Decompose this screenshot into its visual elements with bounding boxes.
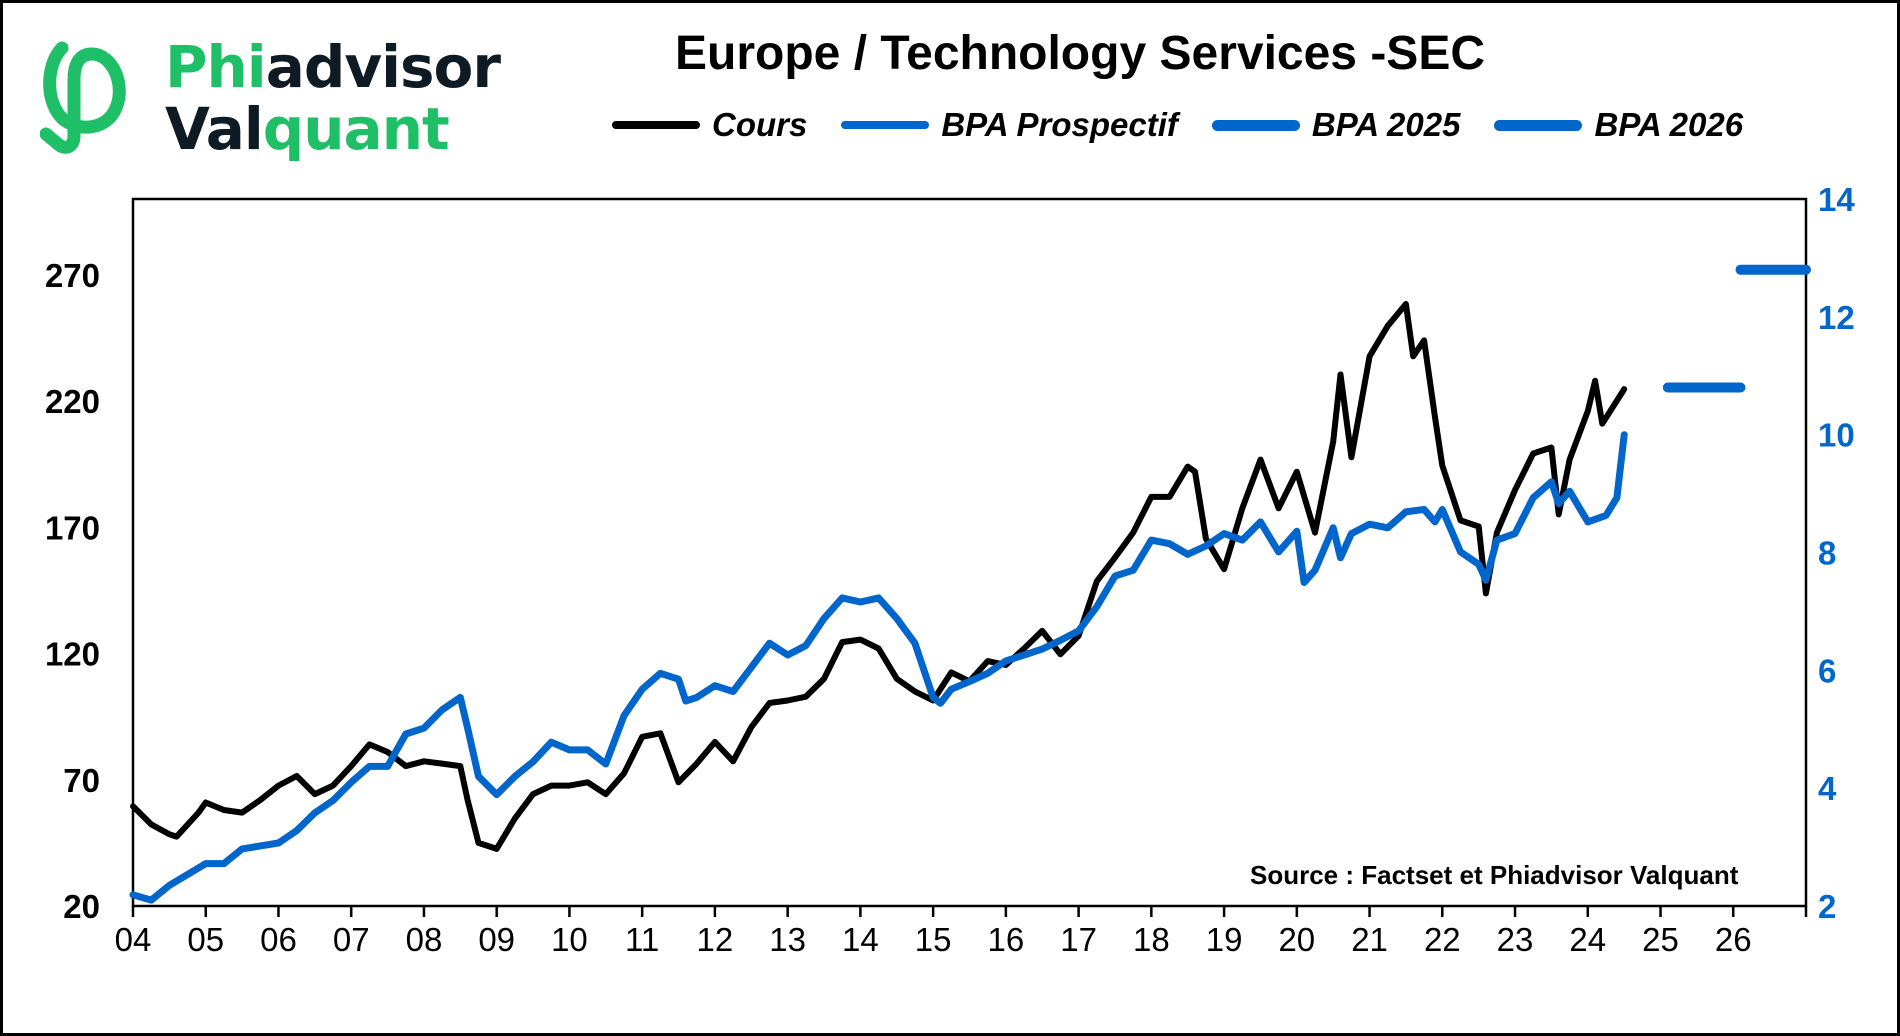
phi-logo-icon bbox=[40, 41, 126, 154]
y-tick-label-right: 6 bbox=[1818, 652, 1836, 689]
legend-item-cours: Cours bbox=[612, 106, 807, 144]
y-tick-label-left: 170 bbox=[45, 509, 100, 546]
legend-swatch-bpa-2026 bbox=[1494, 119, 1583, 131]
x-tick-label: 07 bbox=[333, 921, 370, 958]
phiadvisor-logo: Phiadvisor Valquant bbox=[40, 36, 510, 166]
chart-title: Europe / Technology Services -SEC bbox=[675, 27, 1485, 80]
y-tick-label-right: 8 bbox=[1818, 535, 1836, 572]
plot-area bbox=[131, 197, 1808, 908]
legend-item-bpa-2026: BPA 2026 bbox=[1494, 106, 1743, 144]
legend-label-bpa-prospectif: BPA Prospectif bbox=[941, 106, 1178, 143]
legend-swatch-cours bbox=[612, 121, 700, 129]
y-tick-label-right: 10 bbox=[1818, 417, 1855, 454]
y-tick-label-left: 20 bbox=[63, 888, 100, 925]
x-tick-label: 05 bbox=[187, 921, 224, 958]
x-tick-label: 20 bbox=[1278, 921, 1315, 958]
legend-swatch-bpa-2025 bbox=[1211, 119, 1300, 131]
y-tick-label-right: 2 bbox=[1818, 888, 1836, 925]
x-tick-label: 17 bbox=[1060, 921, 1097, 958]
logo-wordmark: Phiadvisor Valquant bbox=[165, 33, 501, 163]
logo-val: Val bbox=[165, 95, 264, 163]
legend-label-bpa-2026: BPA 2026 bbox=[1594, 106, 1744, 143]
x-tick-label: 12 bbox=[697, 921, 734, 958]
x-tick-label: 10 bbox=[551, 921, 588, 958]
chart-legend: Cours BPA Prospectif BPA 2025 BPA 2026 bbox=[612, 106, 1777, 144]
source-note: Source : Factset et Phiadvisor Valquant bbox=[1250, 860, 1739, 890]
series-bpa-prospectif bbox=[129, 431, 1628, 904]
y-tick-label-left: 70 bbox=[63, 762, 100, 799]
x-tick-label: 26 bbox=[1715, 921, 1752, 958]
series-cours bbox=[130, 301, 1628, 852]
logo-advisor: advisor bbox=[265, 33, 501, 101]
x-tick-label: 21 bbox=[1351, 921, 1388, 958]
legend-swatch-bpa-prospectif bbox=[841, 121, 930, 129]
logo-quant: quant bbox=[262, 95, 450, 163]
x-tick-label: 18 bbox=[1133, 921, 1170, 958]
x-tick-label: 19 bbox=[1206, 921, 1243, 958]
x-tick-label: 08 bbox=[406, 921, 443, 958]
x-tick-label: 15 bbox=[915, 921, 952, 958]
x-tick-label: 25 bbox=[1642, 921, 1679, 958]
x-tick-label: 24 bbox=[1569, 921, 1606, 958]
x-tick-label: 11 bbox=[625, 921, 659, 958]
y-tick-label-left: 220 bbox=[45, 383, 100, 420]
x-tick-label: 14 bbox=[842, 921, 879, 958]
x-tick-label: 09 bbox=[478, 921, 515, 958]
y-tick-label-right: 4 bbox=[1818, 770, 1837, 807]
x-tick-label: 13 bbox=[769, 921, 806, 958]
x-tick-label: 23 bbox=[1497, 921, 1534, 958]
x-tick-label: 04 bbox=[115, 921, 152, 958]
x-tick-label: 16 bbox=[988, 921, 1025, 958]
logo-phi: Phi bbox=[165, 33, 267, 101]
y-tick-label-left: 270 bbox=[45, 257, 100, 294]
x-tick-label: 22 bbox=[1424, 921, 1461, 958]
legend-item-bpa-prospectif: BPA Prospectif bbox=[841, 106, 1178, 144]
legend-label-bpa-2025: BPA 2025 bbox=[1311, 106, 1461, 143]
x-tick-label: 06 bbox=[260, 921, 297, 958]
y-tick-label-right: 14 bbox=[1818, 181, 1855, 218]
y-tick-label-right: 12 bbox=[1818, 299, 1855, 336]
legend-label-cours: Cours bbox=[712, 106, 808, 143]
y-tick-label-left: 120 bbox=[45, 636, 100, 673]
legend-item-bpa-2025: BPA 2025 bbox=[1211, 106, 1461, 144]
